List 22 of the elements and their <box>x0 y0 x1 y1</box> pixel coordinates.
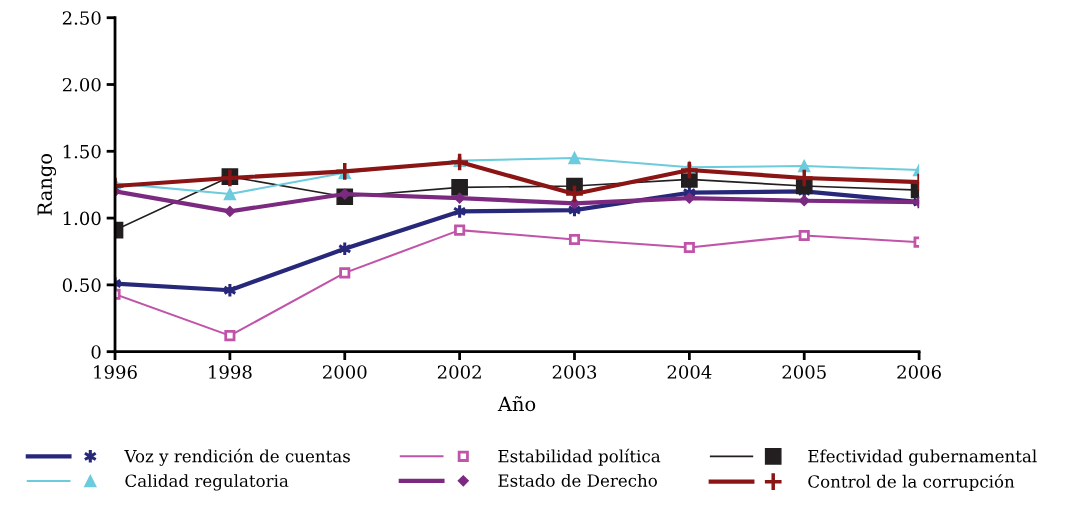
y-tick-label: 2.50 <box>62 11 101 25</box>
x-axis-title: Año <box>497 395 536 412</box>
x-tick-label: 2003 <box>552 365 597 379</box>
legend-label: Efectividad gubernamental <box>808 449 1037 466</box>
x-tick-label: 2002 <box>437 365 481 379</box>
x-tick-label: 1996 <box>94 365 137 379</box>
legend-label: Estado de Derecho <box>498 473 657 487</box>
y-axis-title: Rango <box>37 154 57 216</box>
x-tick-label: 1998 <box>209 365 252 379</box>
x-tick-label: 2006 <box>897 365 941 379</box>
x-tick-label: 2000 <box>323 365 367 379</box>
x-tick-label: 2004 <box>667 365 712 379</box>
y-tick-label: 1.50 <box>63 144 101 159</box>
legend-label: Estabilidad política <box>498 448 661 466</box>
y-tick-label: 1.00 <box>63 211 101 226</box>
legend-label: Voz y rendición de cuentas <box>124 448 350 466</box>
x-tick-label: 2005 <box>782 365 826 379</box>
legend-label: Control de la corrupción <box>808 474 1015 491</box>
legend-label: Calidad regulatoria <box>125 474 289 491</box>
y-tick-label: 2.00 <box>62 77 101 92</box>
y-tick-label: 0.50 <box>62 278 101 292</box>
y-tick-label: 0 <box>91 345 101 359</box>
